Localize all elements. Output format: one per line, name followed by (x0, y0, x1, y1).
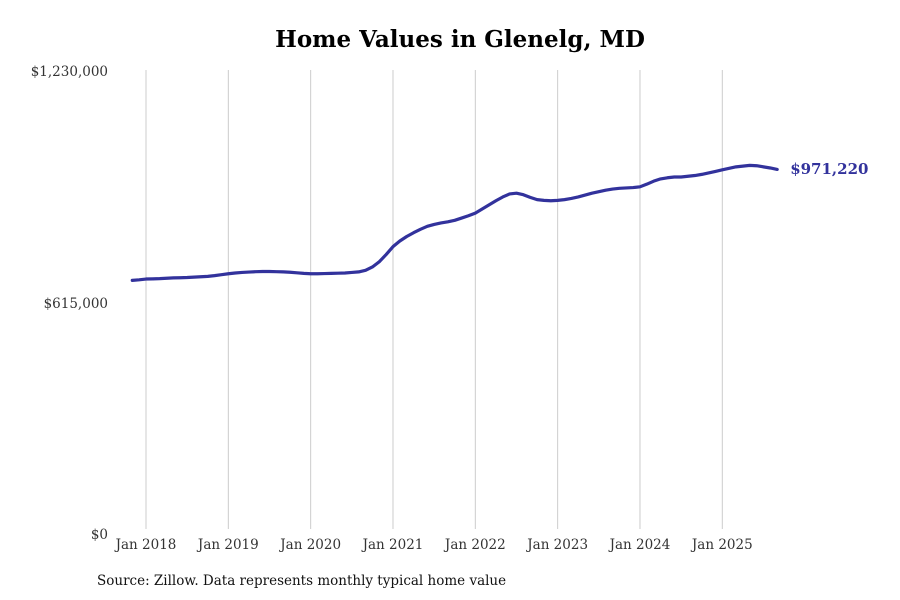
x-axis-tick-label: Jan 2022 (444, 537, 506, 553)
chart-title: Home Values in Glenelg, MD (275, 26, 645, 53)
x-axis-tick-label: Jan 2021 (362, 537, 424, 553)
x-axis-tick-label: Jan 2020 (280, 537, 342, 553)
x-axis-tick-label: Jan 2018 (115, 537, 177, 553)
source-note: Source: Zillow. Data represents monthly … (97, 573, 507, 589)
series-end-value-label: $971,220 (790, 160, 869, 179)
x-axis-tick-label: Jan 2024 (609, 537, 671, 553)
y-axis-tick-label: $615,000 (43, 295, 108, 312)
x-axis-tick-label: Jan 2023 (527, 537, 589, 553)
vertical-gridlines (145, 70, 723, 529)
x-axis-tick-label: Jan 2025 (691, 537, 753, 553)
x-axis-tick-label: Jan 2019 (197, 537, 259, 553)
home-value-line-series (130, 163, 779, 282)
y-axis-tick-label: $0 (90, 527, 108, 543)
y-axis-tick-label: $1,230,000 (30, 64, 108, 80)
